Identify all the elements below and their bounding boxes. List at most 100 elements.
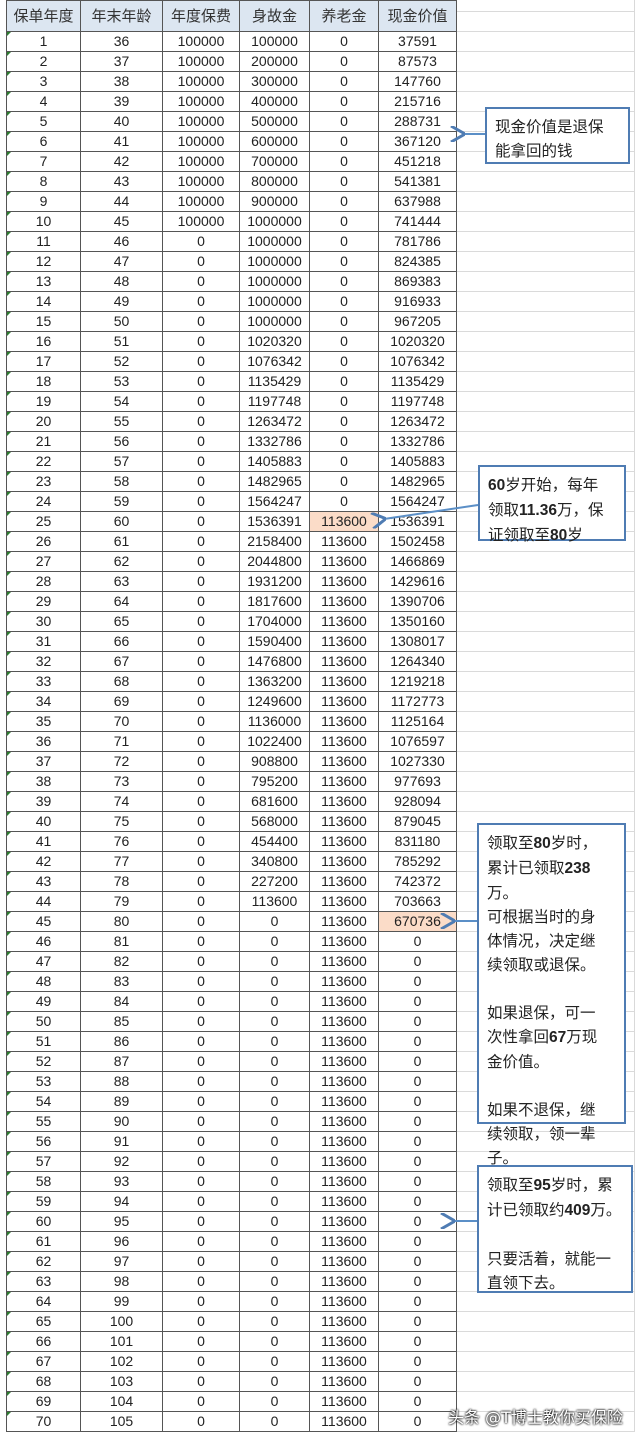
table-cell: 67 xyxy=(80,651,163,672)
table-row: 8 43 100000 800000 0 541381 xyxy=(6,171,457,192)
table-cell: 1020320 xyxy=(378,331,457,352)
table-cell: 113600 xyxy=(309,871,379,892)
table-row: 52 87 0 0 113600 0 xyxy=(6,1051,457,1072)
table-cell: 41 xyxy=(6,831,81,852)
callout-pension-start: 60岁开始，每年 领取11.36万，保 证领取至80岁 xyxy=(478,465,626,544)
table-cell: 38 xyxy=(6,771,81,792)
table-cell: 1172773 xyxy=(378,691,457,712)
table-cell: 0 xyxy=(239,1411,310,1432)
callout-age-80: 领取至80岁时， 累计已领取238万。 可根据当时的身 体情况，决定继 续领取或… xyxy=(477,823,626,1167)
table-cell: 96 xyxy=(80,1231,163,1252)
column-header: 年度保费 xyxy=(162,0,240,32)
table-cell: 1332786 xyxy=(378,431,457,452)
table-cell: 99 xyxy=(80,1291,163,1312)
table-cell: 113600 xyxy=(309,1271,379,1292)
table-cell: 80 xyxy=(80,911,163,932)
column-header: 保单年度 xyxy=(6,0,81,32)
table-cell: 49 xyxy=(80,291,163,312)
table-header-row: 保单年度 年末年龄 年度保费 身故金 养老金 现金价值 xyxy=(6,0,457,32)
table-cell: 87573 xyxy=(378,51,457,72)
table-cell: 113600 xyxy=(309,1291,379,1312)
table-cell: 1502458 xyxy=(378,531,457,552)
table-cell: 36 xyxy=(6,731,81,752)
table-cell: 100000 xyxy=(162,211,240,232)
table-cell: 1429616 xyxy=(378,571,457,592)
table-row: 20 55 0 1263472 0 1263472 xyxy=(6,411,457,432)
table-row: 41 76 0 454400 113600 831180 xyxy=(6,831,457,852)
table-cell: 0 xyxy=(378,1411,457,1432)
table-cell: 147760 xyxy=(378,71,457,92)
table-cell: 113600 xyxy=(309,891,379,912)
column-header: 年末年龄 xyxy=(80,0,163,32)
table-row: 45 80 0 0 113600 670736 xyxy=(6,911,457,932)
table-cell: 113600 xyxy=(309,1131,379,1152)
table-cell: 113600 xyxy=(309,1151,379,1172)
table-cell: 33 xyxy=(6,671,81,692)
table-cell: 681600 xyxy=(239,791,310,812)
table-row: 3 38 100000 300000 0 147760 xyxy=(6,71,457,92)
table-row: 53 88 0 0 113600 0 xyxy=(6,1071,457,1092)
table-cell: 43 xyxy=(6,871,81,892)
table-cell: 113600 xyxy=(309,591,379,612)
table-cell: 104 xyxy=(80,1391,163,1412)
table-cell: 21 xyxy=(6,431,81,452)
table-row: 38 73 0 795200 113600 977693 xyxy=(6,771,457,792)
table-row: 15 50 0 1000000 0 967205 xyxy=(6,311,457,332)
table-row: 16 51 0 1020320 0 1020320 xyxy=(6,331,457,352)
table-cell: 879045 xyxy=(378,811,457,832)
table-cell: 60 xyxy=(80,511,163,532)
table-cell: 46 xyxy=(80,231,163,252)
table-cell: 227200 xyxy=(239,871,310,892)
table-cell: 64 xyxy=(80,591,163,612)
policy-benefit-table: 保单年度 年末年龄 年度保费 身故金 养老金 现金价值 1 36 100000 100000 0 3… xyxy=(6,0,457,1432)
callout-age-95: 领取至95岁时，累 计已领取约409万。 只要活着，就能一 直领下去。 xyxy=(477,1165,633,1293)
table-cell: 4 xyxy=(6,91,81,112)
table-row: 67 102 0 0 113600 0 xyxy=(6,1351,457,1372)
table-row: 9 44 100000 900000 0 637988 xyxy=(6,191,457,212)
table-row: 57 92 0 0 113600 0 xyxy=(6,1151,457,1172)
table-cell: 113600 xyxy=(309,1111,379,1132)
table-cell: 49 xyxy=(6,991,81,1012)
table-cell: 53 xyxy=(6,1071,81,1092)
table-cell: 742372 xyxy=(378,871,457,892)
table-row: 58 93 0 0 113600 0 xyxy=(6,1171,457,1192)
table-cell: 55 xyxy=(80,411,163,432)
table-row: 1 36 100000 100000 0 37591 xyxy=(6,31,457,52)
table-cell: 200000 xyxy=(239,51,310,72)
table-row: 64 99 0 0 113600 0 xyxy=(6,1291,457,1312)
table-row: 21 56 0 1332786 0 1332786 xyxy=(6,431,457,452)
table-cell: 113600 xyxy=(309,1371,379,1392)
table-cell: 113600 xyxy=(309,1331,379,1352)
table-row: 34 69 0 1249600 113600 1172773 xyxy=(6,691,457,712)
table-cell: 568000 xyxy=(239,811,310,832)
arrow-2 xyxy=(384,504,479,519)
table-row: 13 48 0 1000000 0 869383 xyxy=(6,271,457,292)
table-cell: 105 xyxy=(80,1411,163,1432)
table-cell: 1482965 xyxy=(239,471,310,492)
table-cell: 28 xyxy=(6,571,81,592)
table-row: 42 77 0 340800 113600 785292 xyxy=(6,851,457,872)
table-cell: 87 xyxy=(80,1051,163,1072)
table-cell: 869383 xyxy=(378,271,457,292)
table-cell: 67 xyxy=(6,1351,81,1372)
table-row: 17 52 0 1076342 0 1076342 xyxy=(6,351,457,372)
column-header: 身故金 xyxy=(239,0,310,32)
table-cell: 11 xyxy=(6,231,81,252)
table-row: 68 103 0 0 113600 0 xyxy=(6,1371,457,1392)
table-cell: 57 xyxy=(6,1151,81,1172)
table-row: 19 54 0 1197748 0 1197748 xyxy=(6,391,457,412)
table-cell: 0 xyxy=(378,1311,457,1332)
table-cell: 50 xyxy=(80,311,163,332)
watermark: 头条 @T博士教你买保险 xyxy=(448,1408,623,1427)
table-cell: 113600 xyxy=(309,931,379,952)
table-cell: 50 xyxy=(6,1011,81,1032)
table-row: 63 98 0 0 113600 0 xyxy=(6,1271,457,1292)
table-cell: 1405883 xyxy=(378,451,457,472)
table-cell: 1000000 xyxy=(239,311,310,332)
table-row: 36 71 0 1022400 113600 1076597 xyxy=(6,731,457,752)
table-cell: 1000000 xyxy=(239,231,310,252)
table-cell: 17 xyxy=(6,351,81,372)
table-cell: 27 xyxy=(6,551,81,572)
table-cell: 967205 xyxy=(378,311,457,332)
table-cell: 1135429 xyxy=(378,371,457,392)
